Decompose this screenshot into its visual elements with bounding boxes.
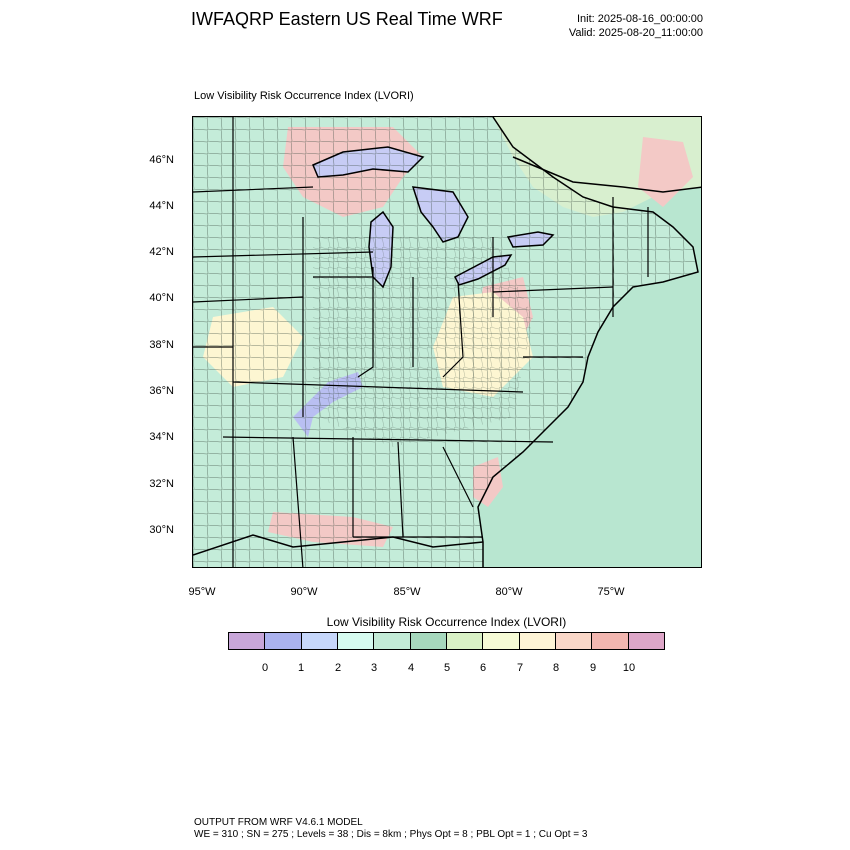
colorbar-tick: 1 bbox=[297, 662, 305, 674]
colorbar bbox=[228, 632, 665, 650]
model-footer-line2: WE = 310 ; SN = 275 ; Levels = 38 ; Dis … bbox=[194, 829, 588, 840]
colorbar-box bbox=[592, 633, 629, 649]
model-footer-line1: OUTPUT FROM WRF V4.6.1 MODEL bbox=[194, 817, 363, 828]
colorbar-tick: 4 bbox=[407, 662, 415, 674]
colorbar-tick: 7 bbox=[516, 662, 524, 674]
lat-label-42n: 42°N bbox=[149, 246, 174, 258]
colorbar-box bbox=[337, 633, 375, 649]
lat-label-46n: 46°N bbox=[149, 154, 174, 166]
colorbar-box bbox=[519, 633, 556, 649]
colorbar-box bbox=[229, 633, 266, 649]
colorbar-title: Low Visibility Risk Occurrence Index (LV… bbox=[326, 615, 567, 629]
colorbar-tick: 2 bbox=[334, 662, 342, 674]
colorbar-box bbox=[628, 633, 664, 649]
lat-label-44n: 44°N bbox=[149, 200, 174, 212]
lvori-map bbox=[193, 117, 701, 567]
colorbar-tick: 5 bbox=[443, 662, 451, 674]
init-time-label: Init: 2025-08-16_00:00:00 bbox=[577, 13, 703, 25]
map-subtitle: Low Visibility Risk Occurrence Index (LV… bbox=[194, 90, 414, 102]
colorbar-box bbox=[265, 633, 302, 649]
page-title: IWFAQRP Eastern US Real Time WRF bbox=[191, 9, 503, 29]
colorbar-box bbox=[555, 633, 593, 649]
lat-label-34n: 34°N bbox=[149, 431, 174, 443]
lon-label-75w: 75°W bbox=[597, 586, 625, 598]
colorbar-box bbox=[301, 633, 338, 649]
lon-label-80w: 80°W bbox=[495, 586, 523, 598]
lat-label-32n: 32°N bbox=[149, 478, 174, 490]
colorbar-tick: 0 bbox=[261, 662, 269, 674]
map-panel bbox=[192, 116, 702, 568]
colorbar-box bbox=[446, 633, 484, 649]
lat-label-36n: 36°N bbox=[149, 385, 174, 397]
colorbar-tick: 6 bbox=[479, 662, 487, 674]
lat-label-40n: 40°N bbox=[149, 292, 174, 304]
colorbar-tick: 8 bbox=[552, 662, 560, 674]
lat-label-30n: 30°N bbox=[149, 524, 174, 536]
county-boundaries-dense bbox=[313, 237, 533, 447]
colorbar-box bbox=[374, 633, 411, 649]
colorbar-tick: 9 bbox=[589, 662, 597, 674]
valid-time-label: Valid: 2025-08-20_11:00:00 bbox=[568, 27, 703, 39]
coastlines bbox=[193, 117, 701, 567]
lon-label-90w: 90°W bbox=[290, 586, 318, 598]
colorbar-box bbox=[410, 633, 447, 649]
colorbar-tick: 10 bbox=[622, 662, 636, 674]
colorbar-box bbox=[483, 633, 520, 649]
lon-label-95w: 95°W bbox=[188, 586, 216, 598]
lon-label-85w: 85°W bbox=[393, 586, 421, 598]
colorbar-tick: 3 bbox=[370, 662, 378, 674]
lat-label-38n: 38°N bbox=[149, 339, 174, 351]
state-boundaries bbox=[193, 117, 649, 567]
